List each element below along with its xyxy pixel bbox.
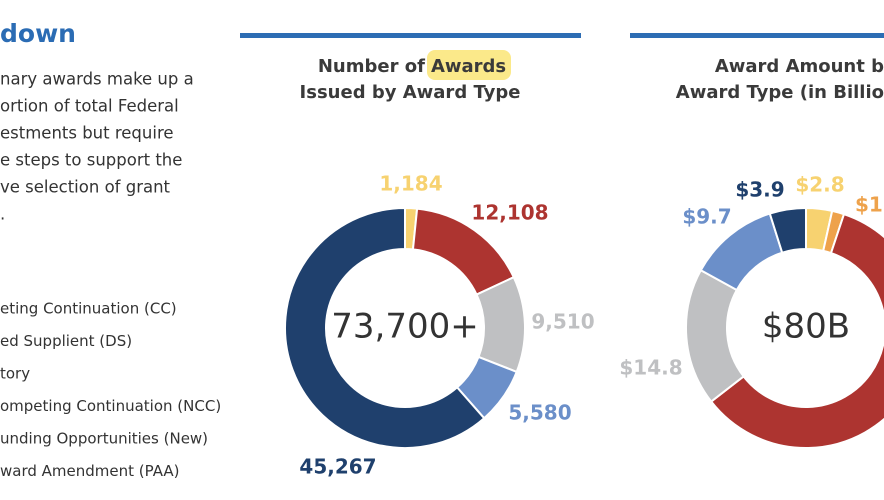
value-label: 9,510 xyxy=(531,310,594,334)
chart-title: Award Type (in Billio xyxy=(676,82,884,103)
content: nary awards make up a ortion of total Fed… xyxy=(0,56,884,480)
value-label: $1. xyxy=(855,193,884,217)
donut-segment xyxy=(768,206,807,254)
value-label: $2.8 xyxy=(795,173,844,197)
top-rule xyxy=(240,33,581,38)
donut-segment xyxy=(475,275,526,374)
paragraph-line: . xyxy=(0,205,5,224)
title-part: Number of xyxy=(318,56,425,77)
value-label: $3.9 xyxy=(735,178,784,202)
value-label: $14.8 xyxy=(619,356,682,380)
value-label: 45,267 xyxy=(299,455,376,479)
chart-title: Issued by Award Type xyxy=(300,82,521,103)
donut-segment xyxy=(284,206,486,449)
paragraph-line: e steps to support the xyxy=(0,151,182,170)
highlight xyxy=(427,50,511,80)
value-label: 12,108 xyxy=(471,201,548,225)
chart-title: Number of Awards xyxy=(318,56,506,77)
legend-item: tory xyxy=(0,365,30,383)
title-highlight: Awards xyxy=(431,56,506,77)
paragraph-line: nary awards make up a xyxy=(0,70,194,89)
value-label: 5,580 xyxy=(508,401,571,425)
center-label: 73,700+ xyxy=(331,307,478,347)
value-label: 1,184 xyxy=(379,172,442,196)
chart-title: Award Amount b xyxy=(715,56,884,77)
legend-item: ed Supplient (DS) xyxy=(0,332,132,350)
donut-segment xyxy=(709,212,884,449)
value-label: $9.7 xyxy=(682,205,731,229)
top-rule xyxy=(630,33,884,38)
legend-item: ompeting Continuation (NCC) xyxy=(0,397,221,415)
paragraph-line: ortion of total Federal xyxy=(0,97,179,116)
paragraph-line: estments but require xyxy=(0,124,174,143)
legend-item: ward Amendment (PAA) xyxy=(0,462,180,480)
center-label: $80B xyxy=(762,307,850,347)
legend-item: eting Continuation (CC) xyxy=(0,300,177,318)
heading: down xyxy=(0,19,76,48)
legend-item: unding Opportunities (New) xyxy=(0,430,208,448)
paragraph-line: ve selection of grant xyxy=(0,178,171,197)
